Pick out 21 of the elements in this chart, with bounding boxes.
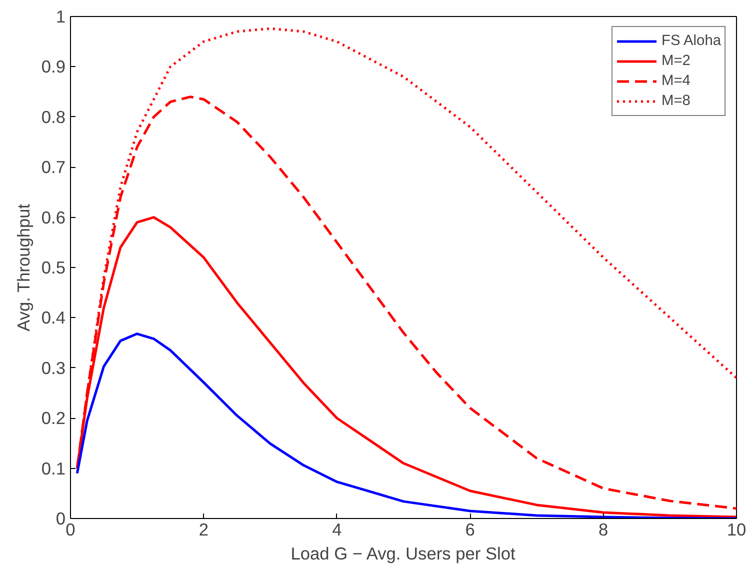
y-tick-label: 0.6 (41, 207, 66, 228)
legend-label: M=8 (662, 93, 690, 109)
y-tick-label: 0.4 (41, 308, 66, 328)
x-axis-title: Load G − Avg. Users per Slot (290, 544, 516, 564)
x-tick-label: 2 (198, 520, 209, 540)
x-tick-label: 8 (598, 520, 608, 540)
y-tick-label: 1 (56, 6, 66, 26)
y-tick-label: 0.2 (41, 408, 66, 428)
legend-label: M=4 (662, 73, 690, 89)
y-tick-label: 0.8 (41, 106, 66, 127)
y-tick-label: 0.5 (41, 258, 66, 278)
x-tick-label: 10 (726, 520, 746, 540)
y-tick-label: 0.3 (41, 358, 66, 378)
y-tick-label: 0.9 (41, 56, 66, 77)
legend-label: FS Aloha (662, 33, 721, 49)
y-tick-label: 0.1 (41, 458, 66, 478)
y-axis-title: Avg. Throughput (13, 204, 34, 332)
x-tick-label: 4 (332, 520, 342, 540)
x-tick-label: 6 (465, 520, 475, 540)
legend-label: M=2 (662, 53, 690, 69)
y-tick-label: 0.7 (41, 157, 66, 178)
